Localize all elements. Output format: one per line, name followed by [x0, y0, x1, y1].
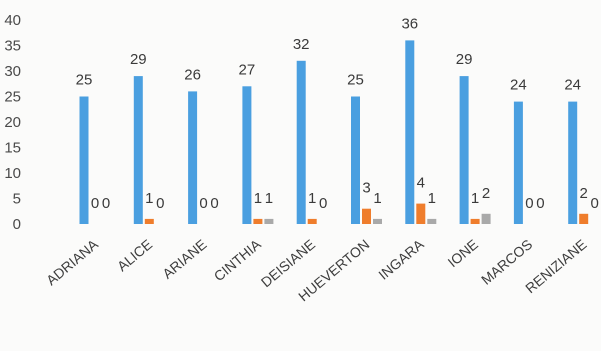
- data-label: 32: [293, 36, 310, 53]
- y-tick-label: 20: [4, 114, 21, 131]
- bar: [362, 208, 371, 224]
- x-tick-label: IONE: [445, 236, 482, 270]
- x-tick-label: ADRIANA: [43, 236, 101, 289]
- bar: [416, 203, 426, 224]
- data-label: 0: [319, 195, 327, 212]
- y-tick-label: 15: [4, 140, 21, 157]
- bar: [351, 96, 360, 224]
- data-label: 0: [591, 195, 599, 212]
- bar: [373, 218, 382, 224]
- y-axis-ticks: 0 5 10 15 20 25 30 35 40: [4, 12, 21, 233]
- data-label: 1: [145, 190, 153, 207]
- bar: [481, 213, 491, 224]
- x-axis-ticks: ADRIANA ALICE ARIANE CINTHIADEISIANEHUEVERT…: [43, 236, 590, 305]
- bar: [264, 218, 274, 224]
- data-label: 1: [265, 190, 273, 207]
- bar: [79, 96, 89, 224]
- bar: [296, 60, 306, 224]
- bar: [133, 76, 143, 224]
- data-label: 0: [210, 195, 218, 212]
- data-label: 36: [401, 15, 418, 32]
- data-label: 1: [254, 190, 262, 207]
- y-tick-label: 35: [4, 38, 21, 55]
- data-label: 0: [536, 195, 544, 212]
- data-label: 0: [102, 195, 110, 212]
- data-label: 27: [239, 61, 256, 78]
- data-label: 0: [525, 195, 533, 212]
- bar: [144, 218, 154, 224]
- bars: [79, 40, 589, 225]
- y-tick-label: 40: [4, 12, 21, 29]
- data-label: 4: [417, 175, 425, 192]
- bar: [307, 218, 317, 224]
- y-tick-label: 5: [13, 191, 21, 208]
- y-tick-label: 10: [4, 165, 21, 182]
- data-label: 25: [347, 72, 364, 89]
- data-label: 29: [456, 51, 473, 68]
- bar: [405, 40, 415, 225]
- y-tick-label: 30: [4, 63, 21, 80]
- data-label: 25: [76, 72, 93, 89]
- data-label: 1: [308, 190, 316, 207]
- x-tick-label: INGARA: [375, 236, 427, 283]
- data-label: 3: [362, 180, 370, 197]
- y-tick-label: 0: [13, 216, 21, 233]
- x-tick-label: ARIANE: [159, 236, 209, 282]
- bar: [579, 213, 589, 224]
- bar: [470, 218, 480, 224]
- bar: [513, 101, 523, 224]
- bar: [253, 218, 263, 224]
- data-label: 1: [428, 190, 436, 207]
- data-label: 2: [580, 185, 588, 202]
- data-label: 26: [184, 66, 201, 83]
- y-tick-label: 25: [4, 89, 21, 106]
- data-label: 0: [199, 195, 207, 212]
- x-tick-label: ALICE: [114, 236, 155, 274]
- data-label: 0: [91, 195, 99, 212]
- data-label: 24: [510, 77, 527, 94]
- bar: [568, 101, 578, 224]
- data-label: 0: [156, 195, 164, 212]
- data-label: 24: [564, 77, 581, 94]
- bar: [459, 76, 469, 224]
- data-label: 2: [482, 185, 490, 202]
- data-label: 29: [130, 51, 147, 68]
- bar: [188, 91, 198, 225]
- x-tick-label: CINTHIA: [211, 236, 265, 285]
- data-label: 1: [373, 190, 381, 207]
- data-label: 1: [471, 190, 479, 207]
- bar: [242, 86, 252, 224]
- bar: [427, 218, 437, 224]
